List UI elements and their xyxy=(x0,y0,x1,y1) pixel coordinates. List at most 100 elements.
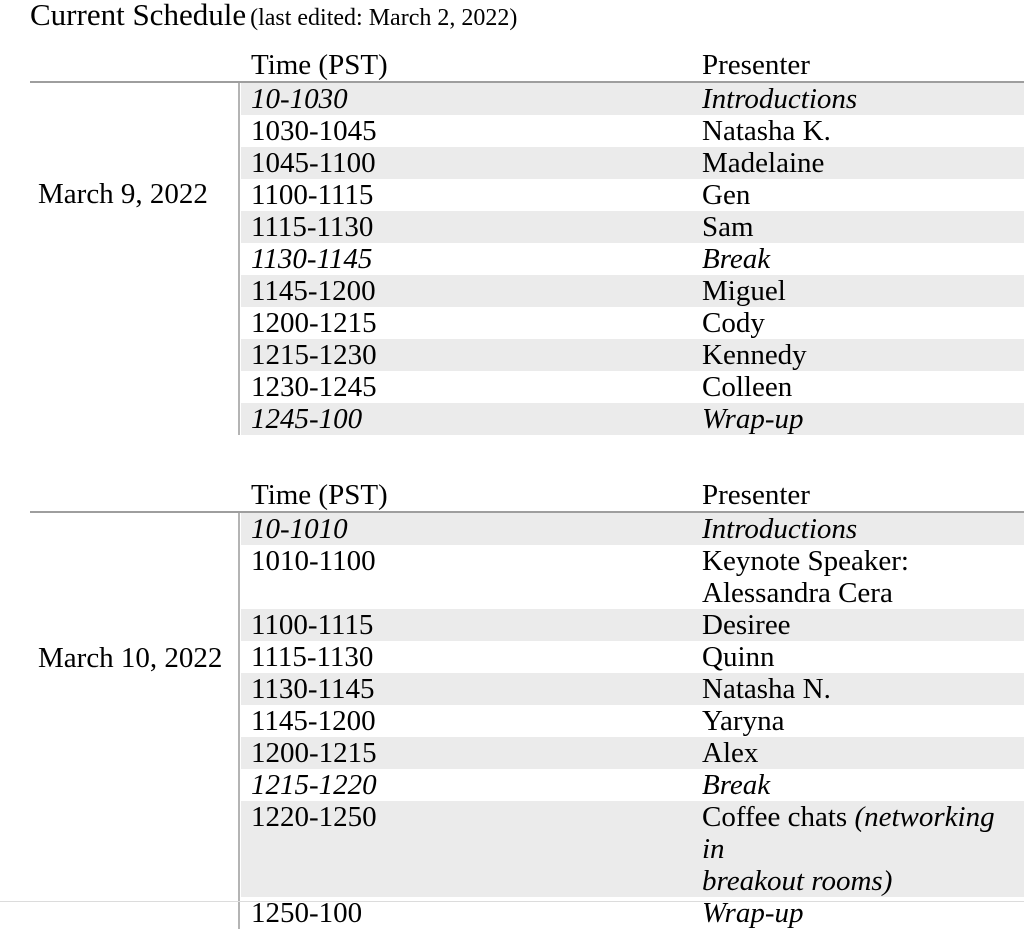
presenter-text: Coffee chats xyxy=(702,801,855,833)
schedule-row: 1030-1045 Natasha K. xyxy=(241,115,1024,147)
presenter-text: Wrap-up xyxy=(702,403,804,435)
time-cell: 1130-1145 xyxy=(251,673,375,705)
presenter-text: Cody xyxy=(702,307,765,339)
presenter-column-header: Presenter xyxy=(702,49,810,81)
presenter-column-header: Presenter xyxy=(702,479,810,511)
time-cell: 1215-1230 xyxy=(251,339,377,371)
presenter-text: Madelaine xyxy=(702,147,825,179)
table-header-row: Time (PST) Presenter xyxy=(30,49,1024,81)
schedule-row: 1130-1145 Natasha N. xyxy=(241,673,1024,705)
column-divider xyxy=(238,83,240,435)
time-column-header: Time (PST) xyxy=(251,49,388,81)
presenter-cell: Natasha K. xyxy=(702,115,1024,147)
presenter-text: Miguel xyxy=(702,275,786,307)
presenter-text: Yaryna xyxy=(702,705,785,737)
time-cell: 1230-1245 xyxy=(251,371,377,403)
time-cell: 1115-1130 xyxy=(251,641,374,673)
schedule-row: 1245-100 Wrap-up xyxy=(241,403,1024,435)
time-cell: 1130-1145 xyxy=(251,243,373,275)
column-divider xyxy=(238,513,240,929)
header-rule xyxy=(30,81,1024,83)
time-cell: 10-1030 xyxy=(251,83,348,115)
time-cell: 1145-1200 xyxy=(251,275,376,307)
presenter-cell: Break xyxy=(702,769,1024,801)
schedule-table-march-10: Time (PST) Presenter 10-1010 Introduction… xyxy=(30,479,1024,929)
time-cell: 1100-1115 xyxy=(251,609,374,641)
schedule-row: 1230-1245 Colleen xyxy=(241,371,1024,403)
presenter-cell: Natasha N. xyxy=(702,673,1024,705)
presenter-cell: Madelaine xyxy=(702,147,1024,179)
schedule-row: 1200-1215 Cody xyxy=(241,307,1024,339)
schedule-table-march-9: Time (PST) Presenter 10-1030 Introduction… xyxy=(30,49,1024,435)
presenter-cell: Gen xyxy=(702,179,1024,211)
time-cell: 1215-1220 xyxy=(251,769,377,801)
date-label: March 9, 2022 xyxy=(38,178,208,210)
presenter-text: Gen xyxy=(702,179,751,211)
schedule-row: 1200-1215 Alex xyxy=(241,737,1024,769)
schedule-row: 1010-1100 Keynote Speaker: Alessandra Cer… xyxy=(241,545,1024,609)
header-rule xyxy=(30,511,1024,513)
time-cell: 1245-100 xyxy=(251,403,363,435)
time-cell: 1200-1215 xyxy=(251,307,377,339)
schedule-row: 1115-1130 Quinn xyxy=(241,641,1024,673)
presenter-text: Sam xyxy=(702,211,754,243)
presenter-cell: Sam xyxy=(702,211,1024,243)
presenter-text: Quinn xyxy=(702,641,775,673)
time-cell: 1145-1200 xyxy=(251,705,376,737)
schedule-row: 1220-1250 Coffee chats (networking in bre… xyxy=(241,801,1024,897)
presenter-cell: Kennedy xyxy=(702,339,1024,371)
date-label: March 10, 2022 xyxy=(38,642,223,674)
presenter-cell: Introductions xyxy=(702,83,1024,115)
page-title: Current Schedule (last edited: March 2, … xyxy=(30,0,517,39)
presenter-cell: Quinn xyxy=(702,641,1024,673)
time-cell: 10-1010 xyxy=(251,513,348,545)
time-cell: 1100-1115 xyxy=(251,179,374,211)
presenter-cell: Alex xyxy=(702,737,1024,769)
presenter-text: Natasha N. xyxy=(702,673,831,705)
schedule-row: 1115-1130 Sam xyxy=(241,211,1024,243)
last-edited-note: (last edited: March 2, 2022) xyxy=(250,5,518,31)
page-bottom-rule xyxy=(0,901,1024,902)
presenter-cell: Miguel xyxy=(702,275,1024,307)
time-cell: 1010-1100 xyxy=(251,545,376,577)
presenter-text: Desiree xyxy=(702,609,791,641)
schedule-row: 1215-1230 Kennedy xyxy=(241,339,1024,371)
rows: 10-1030 Introductions 1030-1045 Natasha K. 1… xyxy=(30,83,1024,435)
presenter-cell: Keynote Speaker: Alessandra Cera xyxy=(702,545,1024,609)
schedule-row: 1100-1115 Desiree xyxy=(241,609,1024,641)
presenter-cell: Yaryna xyxy=(702,705,1024,737)
presenter-text: Break xyxy=(702,769,771,801)
presenter-text: Break xyxy=(702,243,771,275)
presenter-cell: Colleen xyxy=(702,371,1024,403)
presenter-cell: Wrap-up xyxy=(702,403,1024,435)
schedule-row: 1145-1200 Yaryna xyxy=(241,705,1024,737)
time-cell: 1200-1215 xyxy=(251,737,377,769)
rows: 10-1010 Introductions 1010-1100 Keynote Spe… xyxy=(30,513,1024,929)
presenter-cell: Cody xyxy=(702,307,1024,339)
time-cell: 1115-1130 xyxy=(251,211,374,243)
schedule-row: 1215-1220 Break xyxy=(241,769,1024,801)
schedule-row: 1145-1200 Miguel xyxy=(241,275,1024,307)
presenter-cell: Introductions xyxy=(702,513,1024,545)
presenter-text: Natasha K. xyxy=(702,115,831,147)
time-cell: 1045-1100 xyxy=(251,147,376,179)
presenter-text: Introductions xyxy=(702,513,858,545)
schedule-row: 1045-1100 Madelaine xyxy=(241,147,1024,179)
schedule-row: 1100-1115 Gen xyxy=(241,179,1024,211)
document-title: Current Schedule xyxy=(30,0,247,32)
schedule-row: 10-1010 Introductions xyxy=(241,513,1024,545)
presenter-cell: Coffee chats (networking in breakout roo… xyxy=(702,801,1024,897)
presenter-text: Keynote Speaker: Alessandra Cera xyxy=(702,545,909,609)
presenter-text: (networking in breakout rooms) xyxy=(702,801,995,897)
time-column-header: Time (PST) xyxy=(251,479,388,511)
presenter-cell: Desiree xyxy=(702,609,1024,641)
presenter-cell: Break xyxy=(702,243,1024,275)
schedule-row: 10-1030 Introductions xyxy=(241,83,1024,115)
presenter-text: Colleen xyxy=(702,371,793,403)
presenter-text: Alex xyxy=(702,737,759,769)
presenter-text: Introductions xyxy=(702,83,858,115)
time-cell: 1220-1250 xyxy=(251,801,377,833)
schedule-row: 1130-1145 Break xyxy=(241,243,1024,275)
presenter-text: Kennedy xyxy=(702,339,807,371)
table-header-row: Time (PST) Presenter xyxy=(30,479,1024,511)
